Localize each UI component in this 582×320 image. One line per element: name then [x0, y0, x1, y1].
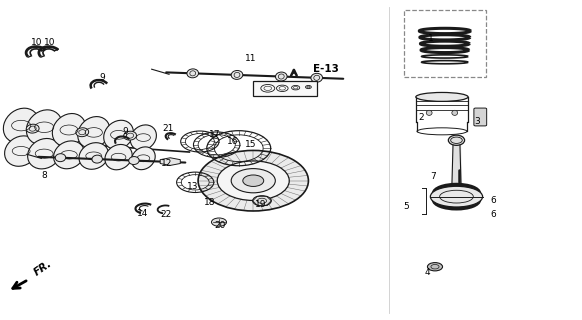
Circle shape	[198, 150, 308, 211]
FancyBboxPatch shape	[253, 81, 317, 96]
Text: 9: 9	[123, 127, 129, 136]
Text: 22: 22	[161, 210, 172, 219]
Ellipse shape	[78, 116, 110, 148]
Circle shape	[243, 175, 264, 187]
Text: 14: 14	[137, 209, 148, 218]
Text: 11: 11	[244, 53, 256, 62]
Text: E-13: E-13	[313, 64, 339, 74]
Ellipse shape	[26, 110, 62, 145]
Polygon shape	[160, 158, 180, 165]
Ellipse shape	[430, 186, 482, 207]
Text: 15: 15	[244, 140, 256, 149]
Ellipse shape	[76, 128, 88, 137]
Text: FR.: FR.	[33, 259, 54, 278]
Ellipse shape	[452, 110, 457, 116]
Text: 5: 5	[403, 202, 409, 211]
Circle shape	[427, 263, 442, 271]
Circle shape	[253, 196, 271, 206]
Ellipse shape	[5, 136, 38, 166]
Ellipse shape	[104, 120, 133, 149]
Circle shape	[231, 169, 275, 193]
Text: 19: 19	[255, 200, 267, 209]
Ellipse shape	[26, 124, 39, 133]
Text: 4: 4	[425, 268, 430, 277]
Ellipse shape	[52, 114, 86, 147]
Ellipse shape	[55, 154, 66, 162]
Circle shape	[211, 218, 226, 226]
Text: 8: 8	[41, 172, 47, 180]
Text: 13: 13	[187, 182, 198, 191]
Text: 12: 12	[161, 159, 172, 168]
Text: 9: 9	[100, 73, 105, 82]
FancyBboxPatch shape	[474, 108, 487, 126]
Text: 16: 16	[227, 137, 239, 146]
Text: 3: 3	[474, 117, 480, 126]
Circle shape	[217, 161, 289, 200]
Ellipse shape	[123, 131, 137, 140]
Text: 17: 17	[208, 130, 220, 139]
Text: 20: 20	[215, 221, 226, 230]
Ellipse shape	[132, 147, 155, 170]
Ellipse shape	[416, 92, 468, 101]
Ellipse shape	[92, 155, 102, 163]
Text: 10: 10	[31, 38, 42, 47]
Text: 7: 7	[430, 172, 436, 181]
Ellipse shape	[79, 143, 108, 169]
Text: 18: 18	[204, 197, 215, 206]
Text: 10: 10	[44, 38, 56, 47]
Ellipse shape	[426, 110, 432, 116]
Ellipse shape	[311, 73, 322, 82]
Ellipse shape	[448, 135, 464, 145]
Text: 2: 2	[419, 114, 424, 123]
Ellipse shape	[231, 70, 243, 79]
Ellipse shape	[27, 139, 61, 169]
Text: 1: 1	[427, 35, 433, 44]
Ellipse shape	[187, 69, 198, 78]
Ellipse shape	[129, 156, 139, 164]
Ellipse shape	[105, 144, 132, 170]
Ellipse shape	[54, 141, 84, 169]
Ellipse shape	[3, 108, 39, 143]
Text: 6: 6	[490, 210, 496, 219]
Ellipse shape	[275, 72, 287, 81]
Text: 21: 21	[162, 124, 173, 133]
Text: 6: 6	[490, 196, 496, 205]
Ellipse shape	[130, 125, 157, 150]
